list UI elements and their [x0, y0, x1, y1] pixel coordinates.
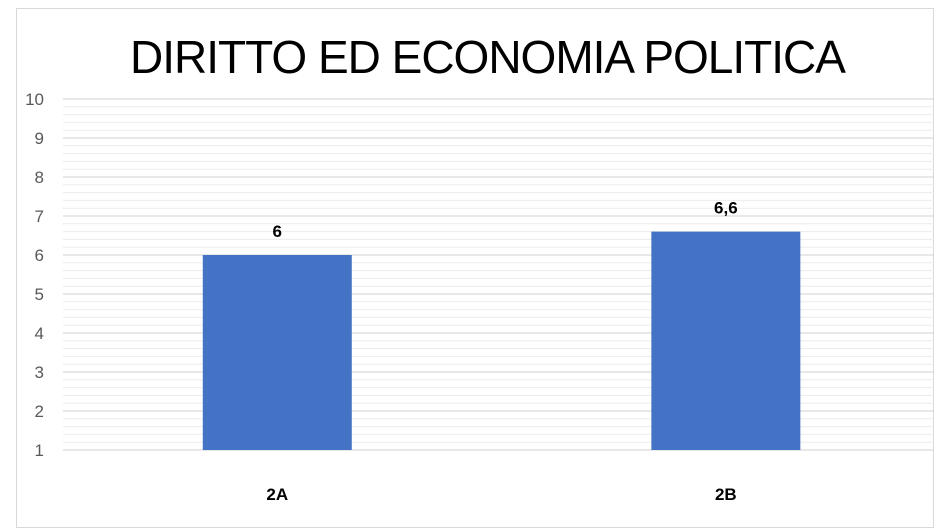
y-tick-label: 5 [35, 285, 44, 304]
y-tick-label: 3 [35, 363, 44, 382]
chart-title: DIRITTO ED ECONOMIA POLITICA [130, 31, 846, 83]
data-label: 6,6 [714, 199, 738, 218]
y-tick-label: 4 [35, 324, 44, 343]
y-tick-label: 7 [35, 207, 44, 226]
y-tick-label: 8 [35, 168, 44, 187]
y-tick-label: 2 [35, 402, 44, 421]
y-tick-label: 1 [35, 441, 44, 460]
data-label: 6 [273, 222, 282, 241]
data-labels: 66,6 [273, 199, 738, 241]
category-label: 2A [266, 485, 288, 504]
y-axis-ticks: 1 2 3 4 5 6 7 8 9 10 [25, 90, 44, 460]
y-tick-label: 9 [35, 129, 44, 148]
bar-2A [202, 255, 352, 450]
bars [202, 231, 801, 450]
gridlines [63, 98, 934, 451]
category-labels: 2A 2B [266, 485, 736, 504]
y-tick-label: 6 [35, 246, 44, 265]
category-label: 2B [715, 485, 737, 504]
bar-2B [651, 231, 801, 450]
y-tick-label: 10 [25, 90, 44, 109]
